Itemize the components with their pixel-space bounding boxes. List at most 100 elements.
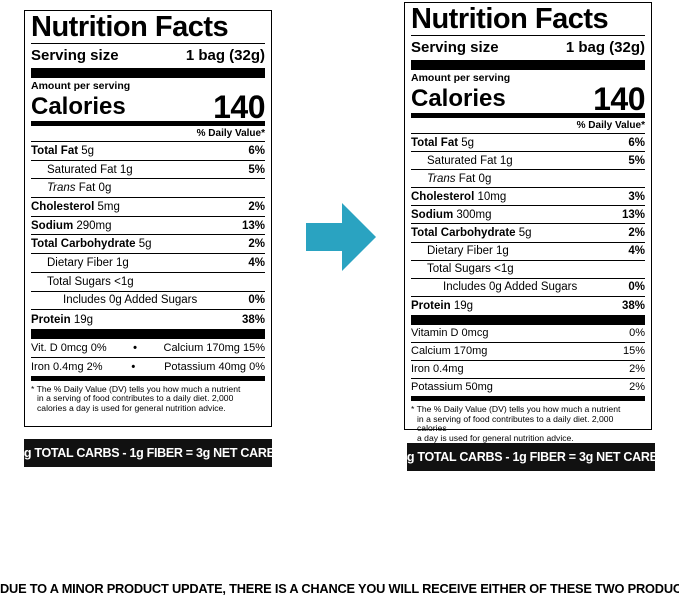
vitamin-row-potassium: Potassium 50mg 2% bbox=[411, 379, 645, 397]
nutrient-row-cholesterol: Cholesterol 10mg 3% bbox=[411, 188, 645, 207]
vitamin-row: Vit. D 0mcg 0% • Calcium 170mg 15% bbox=[31, 339, 265, 358]
nutrient-name: Protein bbox=[31, 313, 71, 326]
nutrient-dv: 38% bbox=[621, 299, 645, 312]
vitamin-dv: 2% bbox=[629, 363, 645, 376]
daily-value-header: % Daily Value* bbox=[31, 126, 265, 142]
nutrient-name: Total Carbohydrate bbox=[411, 227, 516, 240]
nutrient-dv: 5% bbox=[248, 163, 265, 176]
nutrient-amount: 5g bbox=[138, 238, 152, 251]
medium-divider bbox=[31, 376, 265, 381]
amount-per-serving: Amount per serving bbox=[31, 80, 131, 92]
nutrient-amount: 5g bbox=[518, 227, 532, 240]
nutrient-dv: 4% bbox=[628, 245, 645, 258]
vitamin-dv: 0% bbox=[629, 327, 645, 340]
nutrition-facts-title: Nutrition Facts bbox=[31, 11, 229, 43]
nutrient-amount: 290mg bbox=[76, 219, 112, 232]
nutrient-amount: 1g bbox=[499, 154, 513, 167]
nutrient-name: Cholesterol bbox=[411, 190, 475, 203]
nutrient-amount: 1g bbox=[119, 163, 133, 176]
nutrient-dv: 3% bbox=[628, 190, 645, 203]
nutrient-name: Total Sugars bbox=[47, 275, 111, 288]
vitamin-dv: 15% bbox=[622, 345, 645, 358]
nutrient-row-cholesterol: Cholesterol 5mg 2% bbox=[31, 198, 265, 217]
nutrient-dv: 6% bbox=[628, 136, 645, 149]
calories-value: 140 bbox=[213, 89, 265, 125]
nutrient-dv: 6% bbox=[248, 144, 265, 157]
nutrient-dv: 13% bbox=[241, 219, 265, 232]
nutrient-row-protein: Protein 19g 38% bbox=[411, 297, 645, 315]
nutrient-dv: 4% bbox=[248, 256, 265, 269]
serving-size-row: Serving size 1 bag (32g) bbox=[411, 35, 645, 57]
vitamin-left: Iron 0.4mg 2% bbox=[31, 360, 103, 373]
nutrient-amount: <1g bbox=[494, 263, 514, 276]
vitamin-name: Potassium 50mg bbox=[411, 381, 493, 394]
footnote-line: * The % Daily Value (DV) tells you how m… bbox=[411, 403, 621, 414]
vitamin-name: Vitamin D 0mcg bbox=[411, 327, 489, 340]
thick-divider bbox=[411, 60, 645, 70]
calories-label: Calories bbox=[411, 85, 506, 112]
nutrient-dv: 38% bbox=[241, 313, 265, 326]
nutrient-amount: 10mg bbox=[477, 190, 507, 203]
nutrient-amount: 5g bbox=[461, 136, 475, 149]
nutrient-dv: 0% bbox=[248, 294, 265, 307]
nutrient-row-total-sugars: Total Sugars <1g bbox=[411, 261, 645, 279]
nutrient-amount: Fat 0g bbox=[458, 172, 492, 185]
nutrient-amount: 1g bbox=[496, 245, 509, 258]
thick-divider bbox=[31, 328, 265, 339]
vitamin-dv: 2% bbox=[629, 381, 645, 394]
nutrient-row-added-sugars: Includes 0g Added Sugars 0% bbox=[411, 279, 645, 297]
nutrient-row-total-sugars: Total Sugars <1g bbox=[31, 273, 265, 292]
serving-size-row: Serving size 1 bag (32g) bbox=[31, 43, 265, 65]
nutrient-row-total-fat: Total Fat 5g 6% bbox=[411, 134, 645, 153]
footnote: * The % Daily Value (DV) tells you how m… bbox=[31, 384, 265, 414]
product-update-notice: DUE TO A MINOR PRODUCT UPDATE, THERE IS … bbox=[0, 581, 679, 596]
nutrient-dv: 0% bbox=[628, 281, 645, 294]
footnote-line: calories a day is used for general nutri… bbox=[37, 403, 226, 414]
nutrient-row-added-sugars: Includes 0g Added Sugars 0% bbox=[31, 292, 265, 311]
bullet-separator: • bbox=[133, 341, 137, 354]
net-carbs-banner: *4g TOTAL CARBS - 1g FIBER = 3g NET CARB… bbox=[396, 443, 667, 471]
footnote-line: a day is used for general nutrition advi… bbox=[417, 432, 574, 443]
medium-divider bbox=[411, 396, 645, 401]
nutrient-row-trans-fat: Trans Fat 0g bbox=[31, 179, 265, 199]
nutrient-name: Includes 0g Added Sugars bbox=[443, 281, 578, 294]
vitamin-row-iron: Iron 0.4mg 2% bbox=[411, 361, 645, 379]
vitamin-left: Vit. D 0mcg 0% bbox=[31, 341, 107, 354]
nutrition-label-old: Nutrition Facts Serving size 1 bag (32g)… bbox=[24, 10, 272, 427]
vitamin-name: Iron 0.4mg bbox=[411, 363, 464, 376]
nutrient-name: Total Fat bbox=[411, 136, 459, 149]
nutrient-name: Sodium bbox=[411, 208, 454, 221]
nutrient-row-protein: Protein 19g 38% bbox=[31, 310, 265, 329]
nutrient-amount: 300mg bbox=[456, 208, 492, 221]
calories-row: Calories 140 bbox=[31, 89, 265, 125]
nutrient-amount: 19g bbox=[73, 313, 94, 326]
nutrient-row-total-carbohydrate: Total Carbohydrate 5g 2% bbox=[31, 235, 265, 255]
medium-divider bbox=[411, 113, 645, 118]
nutrient-dv: 13% bbox=[621, 208, 645, 221]
nutrient-row-trans-fat: Trans Fat 0g bbox=[411, 170, 645, 189]
vitamin-right: Potassium 40mg 0% bbox=[164, 360, 265, 373]
nutrient-amount: 5g bbox=[81, 144, 95, 157]
nutrient-name: Total Fat bbox=[31, 144, 79, 157]
nutrient-dv: 2% bbox=[248, 200, 265, 213]
nutrient-name: Saturated Fat bbox=[47, 163, 117, 176]
nutrient-amount: 1g bbox=[116, 256, 129, 269]
right-arrow-icon bbox=[306, 203, 376, 271]
thick-divider bbox=[31, 68, 265, 78]
calories-label: Calories bbox=[31, 93, 126, 120]
nutrient-amount: 5mg bbox=[97, 200, 120, 213]
serving-size-label: Serving size bbox=[411, 39, 499, 56]
daily-value-header: % Daily Value* bbox=[411, 118, 645, 134]
nutrient-row-total-carbohydrate: Total Carbohydrate 5g 2% bbox=[411, 224, 645, 243]
calories-value: 140 bbox=[593, 81, 645, 117]
nutrient-name: Total Carbohydrate bbox=[31, 238, 136, 251]
nutrient-row-sodium: Sodium 300mg 13% bbox=[411, 206, 645, 225]
nutrient-name: Total Sugars bbox=[427, 263, 491, 276]
serving-size-value: 1 bag (32g) bbox=[565, 39, 645, 56]
footnote: * The % Daily Value (DV) tells you how m… bbox=[411, 403, 645, 443]
nutrient-amount: Fat 0g bbox=[78, 182, 112, 195]
nutrient-name: Protein bbox=[411, 299, 451, 312]
nutrient-amount: 19g bbox=[453, 299, 474, 312]
nutrient-row-saturated-fat: Saturated Fat 1g 5% bbox=[31, 161, 265, 180]
nutrient-name: Dietary Fiber bbox=[427, 245, 493, 258]
